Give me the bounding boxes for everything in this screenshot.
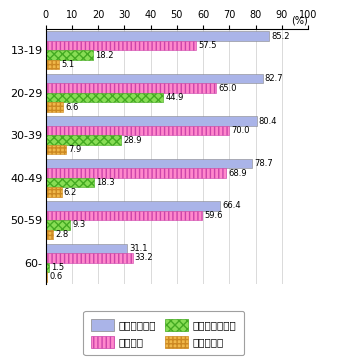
Bar: [46, 178, 93, 187]
Bar: [46, 126, 229, 135]
Bar: [46, 220, 70, 230]
Bar: [46, 102, 63, 112]
Text: 6.2: 6.2: [64, 187, 77, 197]
Text: 33.2: 33.2: [135, 253, 153, 262]
Text: 70.0: 70.0: [231, 126, 250, 135]
Bar: [46, 50, 93, 60]
Bar: [46, 253, 133, 263]
Bar: [46, 159, 252, 168]
Text: 2.8: 2.8: [55, 230, 68, 239]
Bar: [46, 230, 53, 239]
Bar: [46, 244, 127, 253]
Text: 28.9: 28.9: [124, 135, 142, 145]
Text: 31.1: 31.1: [129, 244, 148, 253]
Text: 68.9: 68.9: [229, 169, 247, 178]
Text: 85.2: 85.2: [271, 32, 290, 41]
Text: 44.9: 44.9: [166, 93, 184, 102]
Bar: [46, 201, 220, 211]
Text: 7.9: 7.9: [68, 145, 82, 154]
Text: (%): (%): [291, 15, 308, 25]
Text: 82.7: 82.7: [265, 74, 283, 83]
Bar: [46, 83, 216, 93]
Bar: [46, 263, 49, 272]
Bar: [46, 145, 66, 154]
Bar: [46, 116, 257, 126]
Text: 78.7: 78.7: [254, 159, 273, 168]
Text: 59.6: 59.6: [204, 211, 223, 220]
Text: 65.0: 65.0: [218, 84, 237, 92]
Text: 1.5: 1.5: [51, 263, 65, 272]
Text: 66.4: 66.4: [222, 201, 240, 210]
Text: 0.6: 0.6: [49, 272, 62, 281]
Bar: [46, 31, 269, 41]
Bar: [46, 211, 202, 220]
Text: 9.3: 9.3: [72, 221, 85, 229]
Legend: 自宅パソコン, 携帯電話, スマートフォン, タブレット: 自宅パソコン, 携帯電話, スマートフォン, タブレット: [83, 311, 244, 355]
Text: 18.2: 18.2: [95, 51, 114, 60]
Text: 80.4: 80.4: [259, 116, 277, 126]
Bar: [46, 93, 163, 102]
Bar: [46, 135, 121, 145]
Text: 57.5: 57.5: [198, 41, 217, 50]
Bar: [46, 60, 59, 70]
Bar: [46, 74, 262, 83]
Text: 5.1: 5.1: [61, 60, 74, 69]
Text: 18.3: 18.3: [96, 178, 114, 187]
Bar: [46, 272, 47, 282]
Bar: [46, 41, 196, 50]
Text: 6.6: 6.6: [65, 103, 78, 112]
Bar: [46, 187, 62, 197]
Bar: [46, 168, 226, 178]
